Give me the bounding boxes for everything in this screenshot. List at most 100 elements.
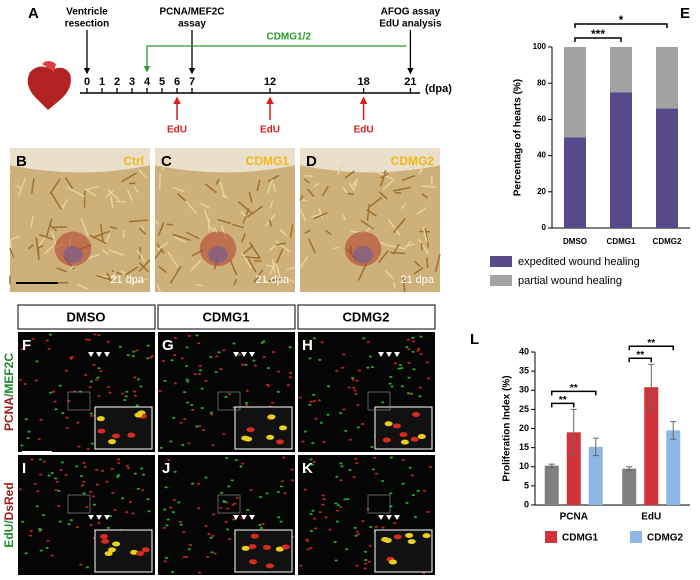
- y-tick-label: 40: [537, 151, 546, 160]
- tissue-fiber: [105, 233, 111, 244]
- tissue-fiber: [154, 248, 163, 260]
- cell: [312, 393, 316, 396]
- tissue-fiber: [155, 283, 162, 293]
- cell: [90, 442, 94, 445]
- cell: [326, 413, 330, 416]
- cell: [314, 417, 318, 420]
- tissue-fiber: [313, 182, 320, 188]
- cell: [226, 507, 230, 510]
- tissue-fiber: [313, 211, 328, 220]
- stain-caption: CDMG2: [391, 154, 435, 168]
- inset-cell: [412, 411, 421, 417]
- cell: [298, 396, 302, 399]
- timeline-tick-label: 5: [159, 76, 165, 88]
- cell: [233, 502, 237, 505]
- cell: [47, 347, 51, 350]
- cell: [132, 390, 137, 393]
- tissue-fiber: [414, 260, 421, 268]
- significance-bracket: [628, 345, 674, 351]
- legend-label: expedited wound healing: [518, 256, 640, 268]
- cell: [170, 571, 175, 574]
- cell: [276, 390, 280, 393]
- cell: [158, 390, 162, 393]
- tissue-fiber: [392, 282, 397, 289]
- tissue-fiber: [237, 201, 254, 215]
- tissue-fiber: [96, 274, 111, 281]
- tissue-fiber: [388, 219, 401, 236]
- cell: [225, 457, 229, 460]
- cell: [172, 354, 177, 357]
- cell: [163, 508, 167, 511]
- cell: [191, 482, 195, 485]
- cell: [363, 567, 367, 570]
- tissue-fiber: [392, 217, 406, 234]
- y-tick-label: 30: [519, 385, 529, 395]
- cell: [48, 333, 53, 336]
- cell: [259, 526, 264, 529]
- cell: [52, 390, 56, 393]
- timeline-tick-label: 3: [129, 76, 135, 88]
- cell: [100, 469, 104, 472]
- panel-label: D: [306, 153, 317, 170]
- cell: [401, 458, 406, 461]
- cell: [82, 461, 86, 464]
- cell: [276, 370, 281, 373]
- cell: [82, 480, 86, 483]
- cell: [183, 417, 187, 420]
- cell: [393, 522, 397, 525]
- cell: [181, 443, 185, 446]
- cell: [288, 346, 292, 349]
- cell: [369, 525, 373, 528]
- cell: [366, 340, 370, 343]
- cell: [309, 530, 314, 533]
- cell: [416, 349, 420, 352]
- cell: [146, 344, 150, 347]
- tissue-fiber: [9, 170, 12, 175]
- cell: [351, 376, 355, 379]
- tissue-fiber: [27, 244, 34, 250]
- significance-label: **: [647, 338, 655, 349]
- y-tick-label: 10: [519, 461, 529, 471]
- cell: [367, 560, 371, 563]
- cell: [86, 447, 90, 450]
- cell: [401, 482, 405, 485]
- tissue-fiber: [287, 278, 295, 283]
- tissue-fiber: [306, 188, 315, 198]
- tissue-fiber: [56, 267, 67, 273]
- cell: [288, 371, 293, 374]
- error-bar: [670, 421, 677, 440]
- y-tick-label: 35: [519, 366, 529, 376]
- inset-cell: [108, 439, 117, 445]
- cell: [64, 474, 68, 477]
- inset-cell: [248, 544, 257, 550]
- cell: [351, 378, 355, 381]
- cell: [197, 372, 202, 375]
- tissue-fiber: [106, 272, 112, 282]
- cell: [170, 359, 174, 362]
- panel-label: J: [162, 460, 170, 477]
- inset-cell: [97, 428, 106, 434]
- tissue-fiber: [321, 185, 329, 197]
- cell: [209, 536, 213, 539]
- cell: [353, 526, 357, 529]
- cell: [407, 348, 411, 351]
- cell: [197, 425, 202, 428]
- row-label-part: EdU/: [2, 520, 16, 548]
- cell: [133, 376, 137, 379]
- cell: [45, 546, 49, 549]
- significance-bracket: [574, 23, 668, 28]
- cell: [83, 465, 87, 468]
- cell: [260, 341, 264, 344]
- inset-cell: [262, 544, 271, 550]
- significance-label: ***: [591, 27, 605, 41]
- cell: [419, 335, 423, 338]
- timeline-tick-label: 6: [174, 76, 180, 88]
- cell: [89, 490, 93, 493]
- cell: [133, 472, 137, 475]
- treatment-bracket: [143, 45, 407, 73]
- cell: [364, 559, 368, 562]
- arrowhead-marker: [88, 352, 94, 357]
- cell: [39, 418, 43, 421]
- cell: [42, 460, 47, 463]
- cell: [79, 563, 83, 566]
